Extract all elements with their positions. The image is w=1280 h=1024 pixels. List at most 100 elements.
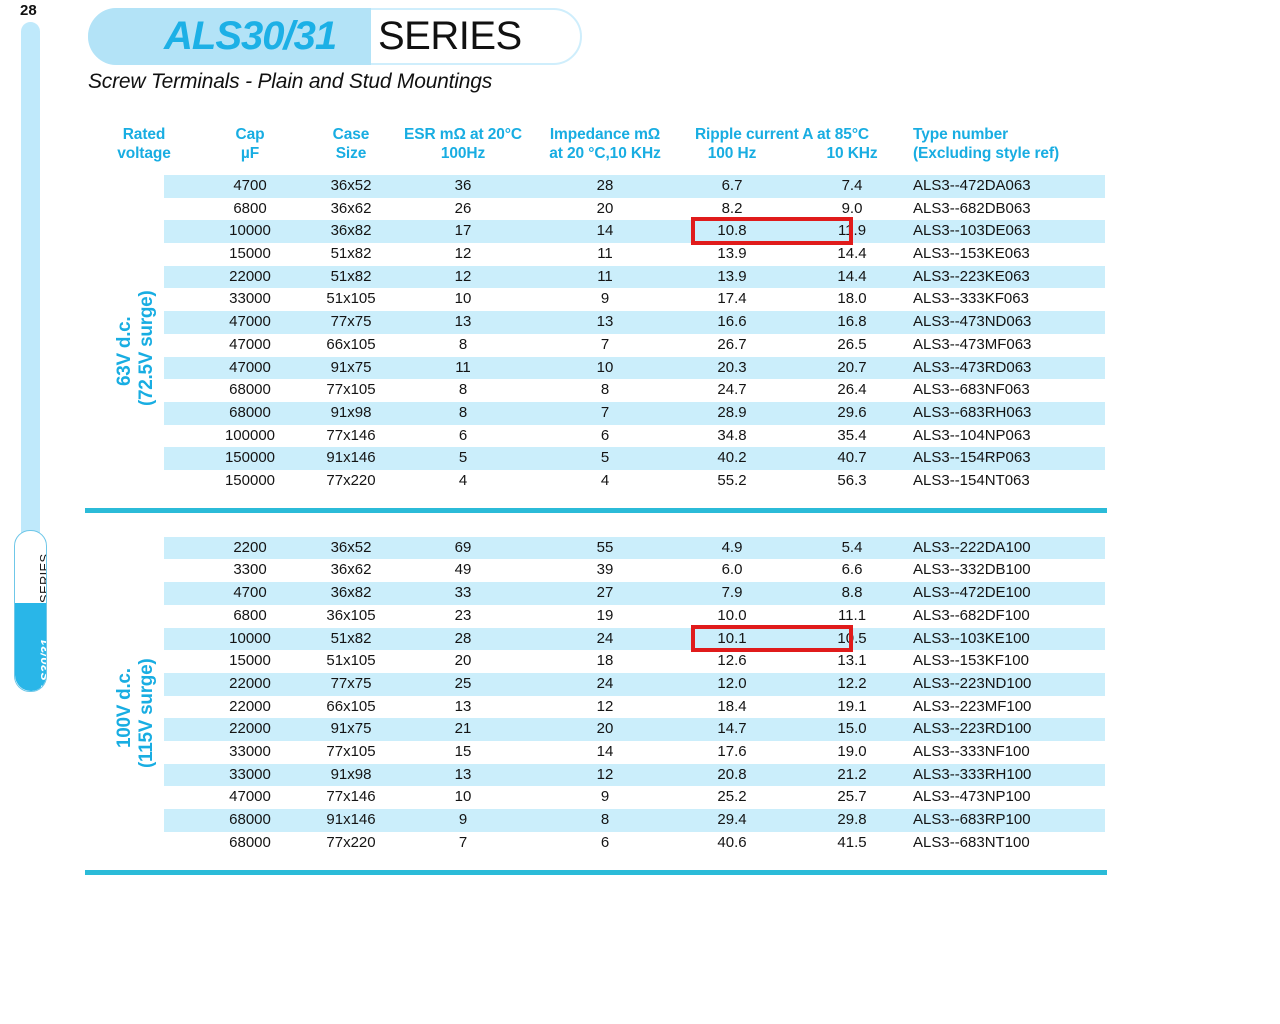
cell-esr: 11 (455, 358, 471, 376)
cell-esr: 33 (454, 584, 472, 602)
cell-ripple-10khz: 5.4 (841, 538, 863, 556)
cell-type-number: ALS3--153KE063 (913, 245, 1030, 263)
cell-type-number: ALS3--332DB100 (913, 561, 1031, 579)
cell-cap: 47000 (229, 788, 271, 806)
column-header-cap: Cap µF (205, 125, 295, 163)
row-band (164, 311, 1105, 334)
row-band (164, 175, 1105, 198)
row-band (164, 627, 1105, 651)
cell-ripple-10khz: 11.9 (837, 222, 867, 240)
cell-case-size: 36x62 (330, 561, 372, 579)
cell-ripple-100hz: 24.7 (717, 381, 747, 399)
title-pill-fill (88, 8, 371, 65)
cell-impedance: 9 (600, 788, 610, 806)
cell-impedance: 19 (596, 606, 614, 624)
cell-ripple-10khz: 19.1 (837, 697, 867, 715)
cell-ripple-100hz: 7.9 (721, 584, 743, 602)
cell-cap: 4700 (233, 584, 267, 602)
cell-cap: 6800 (233, 606, 267, 624)
column-header-case-line1: Case (332, 126, 370, 143)
column-header-impedance-line1: Impedance mΩ (549, 126, 661, 143)
column-header-ripple-100hz: 100 Hz (707, 145, 757, 162)
cell-ripple-100hz: 10.1 (717, 629, 747, 647)
cell-type-number: ALS3--222DA100 (913, 538, 1031, 556)
cell-type-number: ALS3--223RD100 (913, 720, 1032, 738)
cell-esr: 26 (454, 199, 472, 217)
cell-impedance: 12 (596, 765, 614, 783)
cell-esr: 13 (454, 313, 472, 331)
column-header-esr: ESR mΩ at 20°C 100Hz (343, 125, 583, 163)
cell-esr: 4 (458, 471, 468, 489)
cell-cap: 4700 (233, 177, 267, 194)
cell-ripple-10khz: 56.3 (837, 471, 867, 489)
cell-cap: 33000 (229, 765, 271, 783)
cell-case-size: 77x146 (326, 426, 376, 444)
table-row: 150000 91x146 5 5 40.2 40.7 ALS3--154RP063 (85, 447, 1105, 470)
cell-cap: 33000 (229, 290, 271, 308)
page-title-series: ALS30/31 (164, 14, 337, 58)
cell-ripple-100hz: 8.2 (721, 199, 743, 217)
table-row: 6800 36x105 23 19 10.0 11.1 ALS3--682DF100 (85, 605, 1105, 628)
cell-ripple-10khz: 35.4 (837, 426, 867, 444)
group-divider-g63 (85, 507, 1107, 513)
cell-ripple-10khz: 40.7 (837, 449, 867, 467)
column-header-type-line1: Type number (913, 126, 1009, 143)
cell-case-size: 51x105 (326, 290, 376, 308)
column-header-case-line2: Size (335, 145, 367, 162)
cell-case-size: 77x146 (326, 788, 376, 806)
cell-ripple-10khz: 26.4 (837, 381, 867, 399)
cell-impedance: 20 (596, 199, 614, 217)
cell-case-size: 91x75 (330, 358, 372, 376)
cell-impedance: 14 (596, 222, 614, 240)
cell-ripple-10khz: 15.0 (837, 720, 867, 738)
cell-ripple-100hz: 40.6 (717, 833, 747, 851)
cell-type-number: ALS3--683RH063 (913, 403, 1032, 421)
cell-cap: 3300 (233, 561, 267, 579)
cell-esr: 36 (454, 177, 472, 194)
cell-esr: 13 (454, 697, 472, 715)
table-row: 6800 36x62 26 20 8.2 9.0 ALS3--682DB063 (85, 198, 1105, 221)
cell-cap: 2200 (233, 538, 267, 556)
cell-case-size: 36x82 (330, 222, 372, 240)
cell-ripple-10khz: 25.7 (837, 788, 867, 806)
series-side-tab-fill (15, 603, 46, 691)
cell-impedance: 11 (597, 245, 613, 263)
row-band (164, 536, 1105, 560)
cell-impedance: 39 (596, 561, 614, 579)
cell-type-number: ALS3--682DB063 (913, 199, 1031, 217)
series-side-tab[interactable]: SERIES ALS30/31 (14, 530, 47, 692)
cell-ripple-100hz: 55.2 (717, 471, 747, 489)
cell-ripple-100hz: 34.8 (717, 426, 747, 444)
table-row: 68000 77x220 7 6 40.6 41.5 ALS3--683NT100 (85, 832, 1105, 855)
cell-type-number: ALS3--683NF063 (913, 381, 1030, 399)
group-divider-g100 (85, 869, 1107, 875)
cell-esr: 69 (454, 538, 472, 556)
cell-ripple-100hz: 10.8 (717, 222, 747, 240)
cell-ripple-10khz: 8.8 (841, 584, 863, 602)
cell-impedance: 27 (596, 584, 614, 602)
cell-esr: 25 (454, 674, 472, 692)
column-header-ripple-current: Ripple current A at 85°C (694, 126, 870, 143)
column-header-cap-line1: Cap (235, 126, 265, 143)
cell-esr: 23 (454, 606, 472, 624)
cell-ripple-10khz: 29.8 (837, 811, 867, 829)
voltage-group-label-g100-surge: (115V surge) (136, 658, 157, 768)
cell-ripple-10khz: 41.5 (837, 833, 867, 851)
table-row: 22000 66x105 13 12 18.4 19.1 ALS3--223MF100 (85, 696, 1105, 719)
cell-case-size: 77x220 (326, 833, 376, 851)
cell-esr: 17 (454, 222, 472, 240)
cell-cap: 22000 (229, 267, 271, 285)
cell-impedance: 4 (600, 471, 610, 489)
cell-ripple-10khz: 19.0 (837, 742, 867, 760)
cell-ripple-10khz: 21.2 (837, 765, 867, 783)
table-row: 15000 51x82 12 11 13.9 14.4 ALS3--153KE063 (85, 243, 1105, 266)
page-number: 28 (20, 2, 37, 19)
column-header-ripple-10khz: 10 KHz (826, 145, 878, 162)
cell-case-size: 36x62 (330, 199, 372, 217)
cell-cap: 22000 (229, 674, 271, 692)
cell-impedance: 6 (600, 833, 610, 851)
cell-impedance: 55 (596, 538, 614, 556)
cell-ripple-100hz: 6.7 (721, 177, 743, 194)
table-row: 3300 36x62 49 39 6.0 6.6 ALS3--332DB100 (85, 559, 1105, 582)
table-row: 10000 36x82 17 14 10.8 11.9 ALS3--103DE063 (85, 220, 1105, 244)
